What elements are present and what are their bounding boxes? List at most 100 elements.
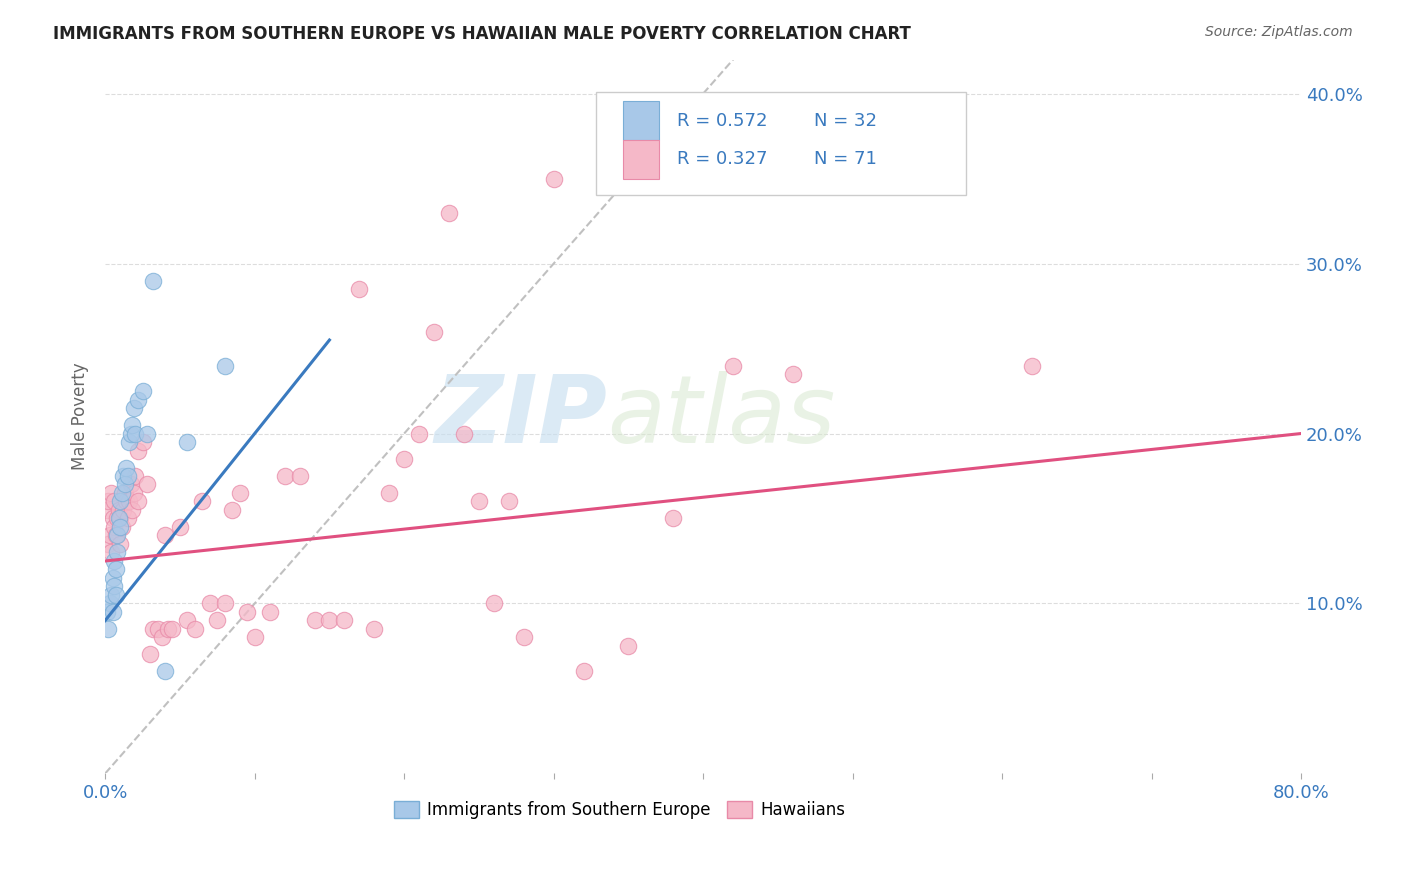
Point (142, 622, 165, 636)
Point (101, 511, 124, 525)
Point (136, 477, 159, 491)
Point (617, 639, 640, 653)
Point (111, 520, 134, 534)
Text: ZIP: ZIP (434, 370, 607, 463)
Point (103, 520, 125, 534)
Point (124, 426, 146, 441)
Y-axis label: Male Poverty: Male Poverty (72, 363, 89, 470)
Point (662, 511, 685, 525)
Point (1021, 359, 1043, 373)
Point (124, 469, 146, 483)
Point (98, 528, 121, 542)
Point (513, 631, 536, 645)
Point (122, 486, 145, 500)
Point (156, 622, 179, 636)
Point (169, 520, 191, 534)
Point (721, 359, 744, 373)
Point (105, 511, 128, 525)
Point (104, 528, 127, 542)
Point (288, 469, 311, 483)
Point (97, 537, 120, 551)
Text: N = 71: N = 71 (814, 150, 877, 169)
Text: Source: ZipAtlas.com: Source: ZipAtlas.com (1205, 25, 1353, 39)
Point (118, 494, 141, 508)
Point (104, 562, 127, 576)
Point (214, 359, 236, 373)
Point (437, 205, 460, 219)
Point (214, 597, 236, 611)
Text: R = 0.327: R = 0.327 (676, 150, 768, 169)
Point (482, 597, 505, 611)
Point (333, 614, 356, 628)
Point (229, 486, 252, 500)
Point (153, 665, 176, 679)
FancyBboxPatch shape (623, 139, 659, 178)
Point (120, 426, 142, 441)
Point (176, 614, 198, 628)
Point (378, 486, 401, 500)
Point (114, 477, 136, 491)
Point (392, 452, 415, 467)
Point (318, 614, 340, 628)
Point (100, 588, 122, 602)
Point (98, 597, 121, 611)
Point (782, 367, 804, 381)
Point (97, 494, 120, 508)
Point (103, 554, 125, 568)
Point (117, 511, 139, 525)
Point (115, 494, 138, 508)
Point (423, 325, 446, 339)
Point (108, 511, 131, 525)
Point (100, 486, 122, 500)
Point (117, 469, 139, 483)
Point (120, 477, 142, 491)
Point (122, 401, 145, 415)
Point (363, 622, 385, 636)
Point (112, 469, 135, 483)
Point (112, 503, 135, 517)
Point (408, 426, 430, 441)
Point (572, 665, 595, 679)
Legend: Immigrants from Southern Europe, Hawaiians: Immigrants from Southern Europe, Hawaiia… (387, 794, 852, 826)
Point (107, 511, 129, 525)
Point (150, 631, 173, 645)
Point (453, 426, 475, 441)
Point (127, 494, 149, 508)
Point (97, 622, 120, 636)
Point (107, 503, 129, 517)
Point (176, 435, 198, 450)
Point (259, 605, 281, 619)
Point (349, 282, 371, 296)
Point (121, 417, 143, 432)
Point (146, 622, 169, 636)
Point (105, 545, 128, 559)
Point (105, 528, 128, 542)
Text: N = 32: N = 32 (814, 112, 877, 129)
Point (142, 274, 165, 288)
Point (162, 622, 184, 636)
Point (273, 469, 295, 483)
Point (236, 605, 259, 619)
FancyBboxPatch shape (623, 101, 659, 140)
Point (498, 494, 520, 508)
Point (543, 171, 565, 186)
Point (104, 588, 127, 602)
Point (304, 614, 326, 628)
Point (131, 435, 153, 450)
Point (108, 494, 131, 508)
Point (96, 503, 118, 517)
Point (184, 622, 207, 636)
Point (115, 460, 138, 475)
Point (221, 503, 243, 517)
Point (207, 614, 229, 628)
Point (108, 520, 131, 534)
Point (191, 494, 214, 508)
Point (96, 605, 118, 619)
Point (108, 537, 131, 551)
Text: IMMIGRANTS FROM SOUTHERN EUROPE VS HAWAIIAN MALE POVERTY CORRELATION CHART: IMMIGRANTS FROM SOUTHERN EUROPE VS HAWAI… (53, 25, 911, 43)
FancyBboxPatch shape (596, 92, 966, 195)
Point (136, 426, 159, 441)
Point (139, 648, 162, 662)
Point (101, 605, 124, 619)
Point (101, 571, 124, 585)
